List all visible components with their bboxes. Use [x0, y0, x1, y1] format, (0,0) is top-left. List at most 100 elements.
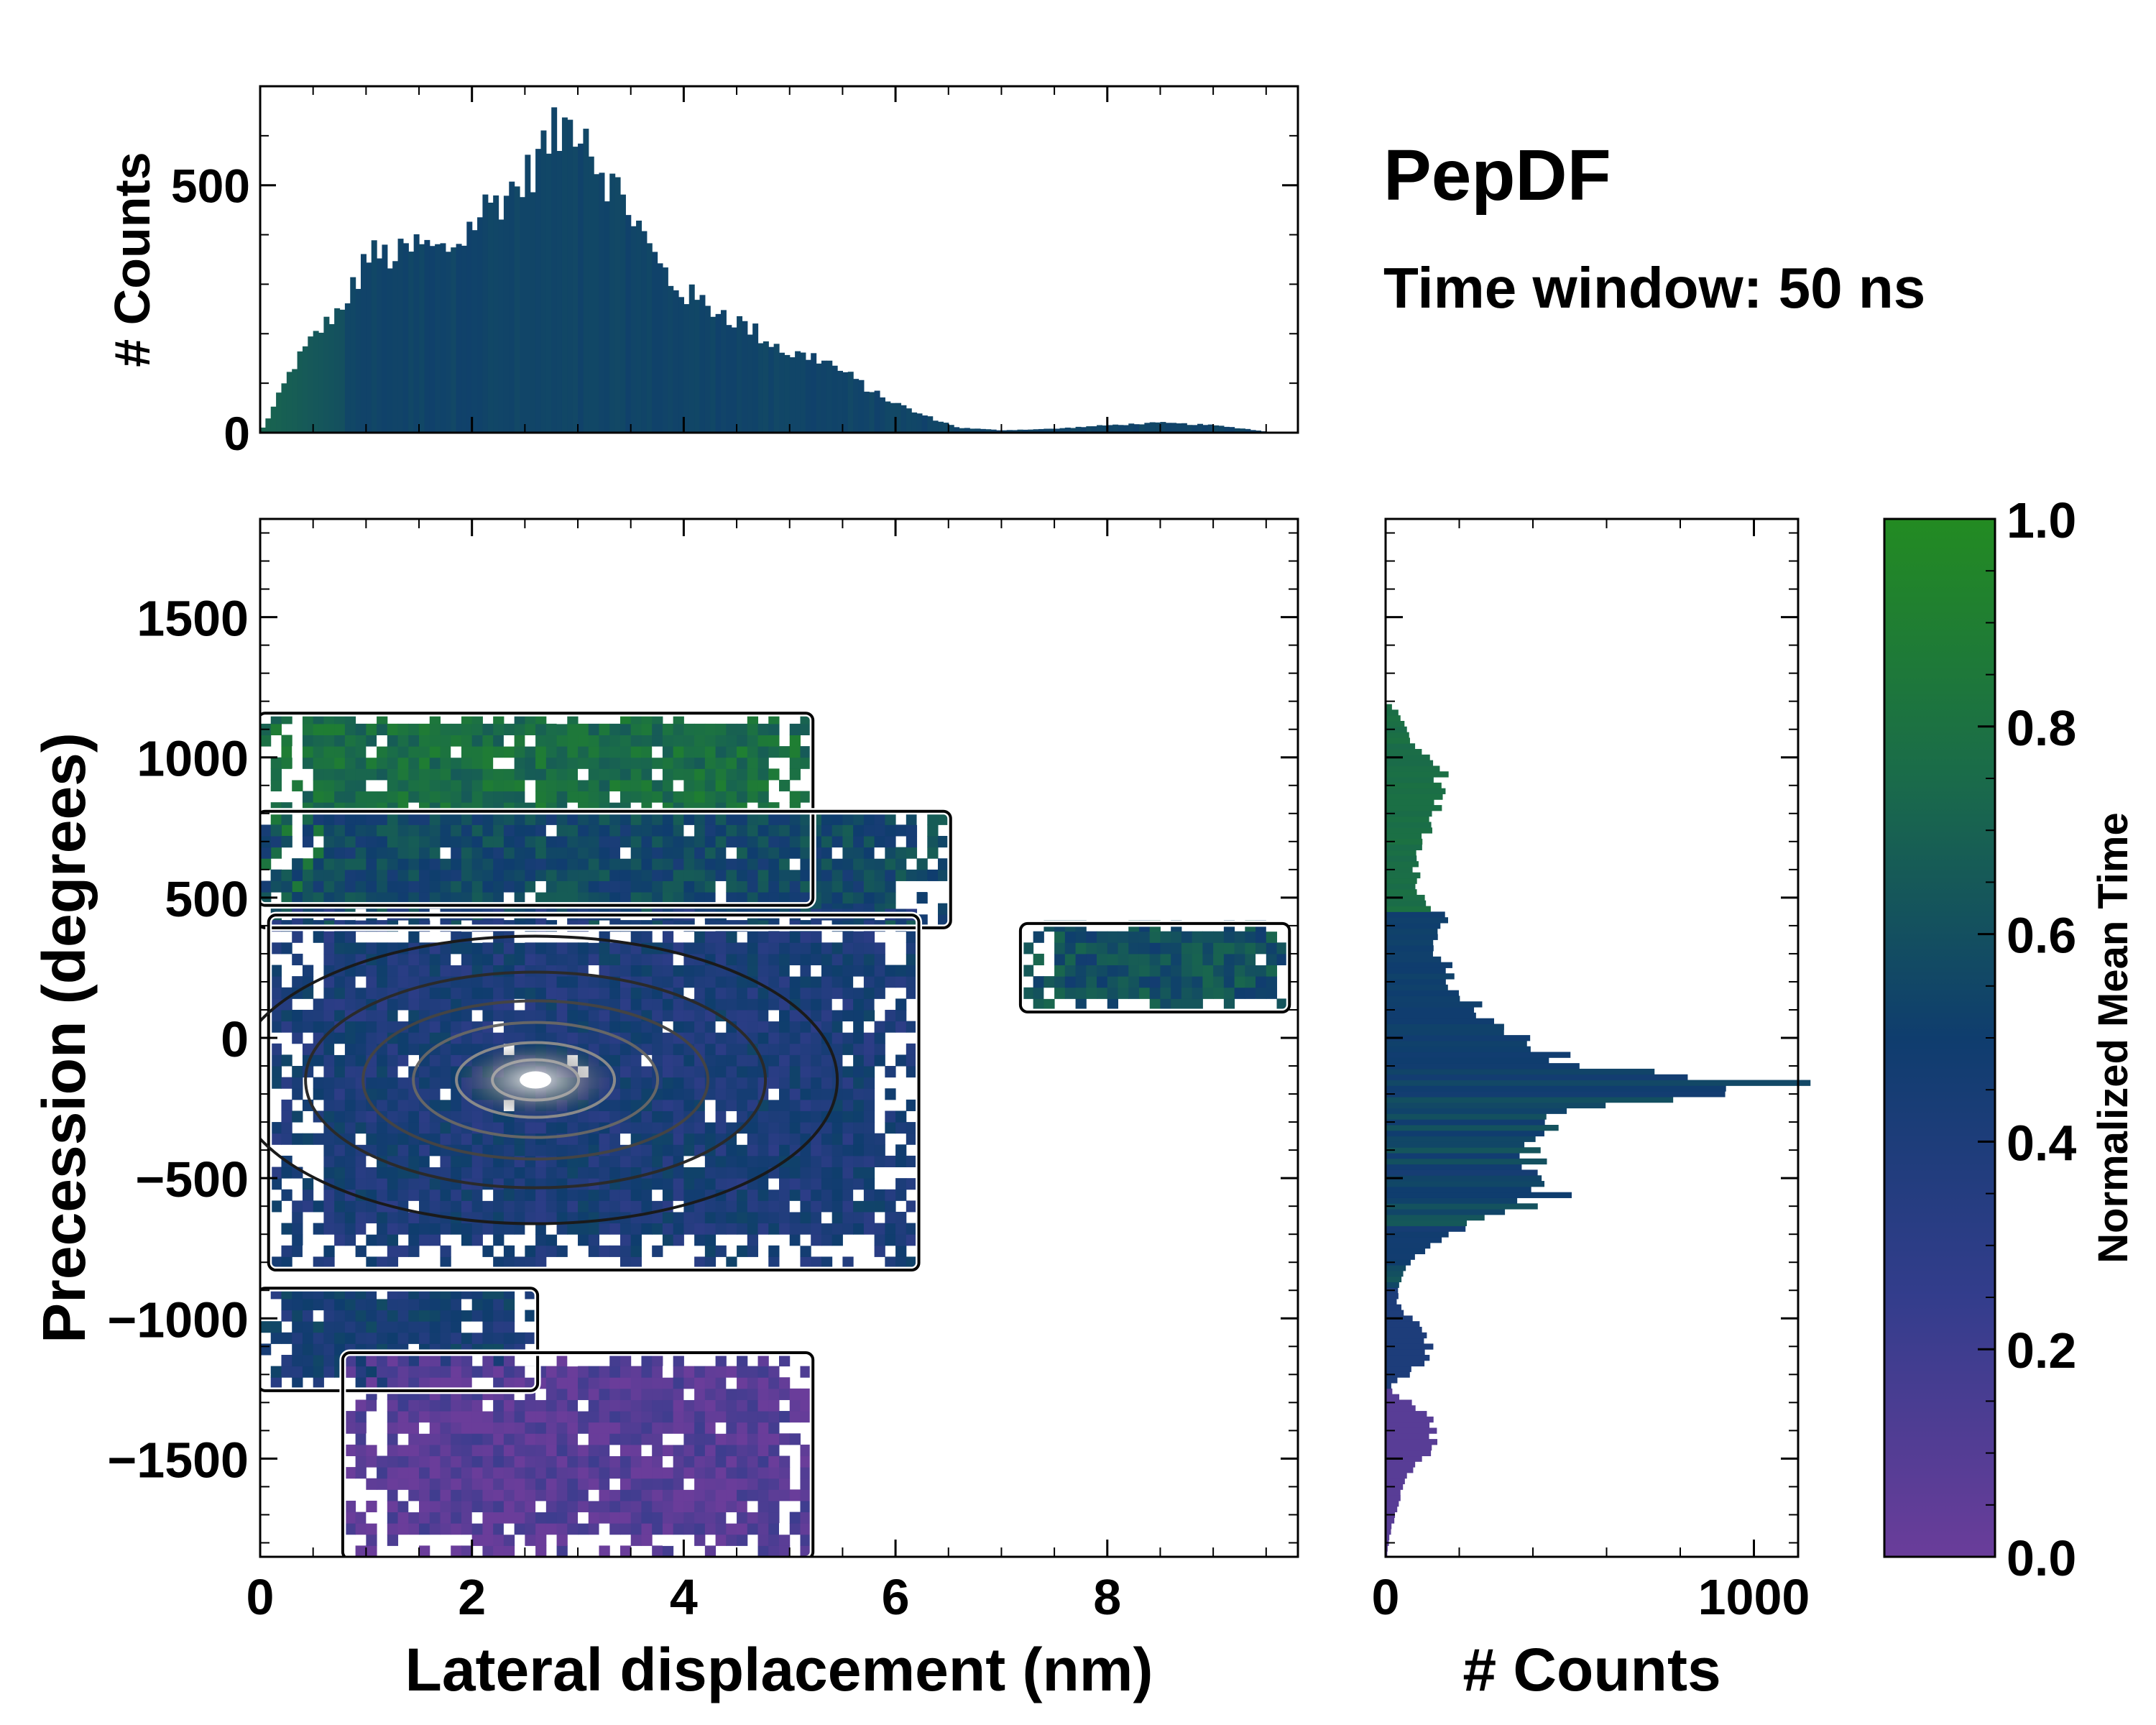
- heatmap-cell: [471, 1110, 483, 1123]
- heatmap-cell: [757, 1545, 769, 1557]
- heatmap-cell: [419, 1032, 430, 1044]
- heatmap-cell: [874, 858, 885, 870]
- heatmap-cell: [440, 1512, 451, 1524]
- heatmap-cell: [482, 1399, 494, 1412]
- heatmap-cell: [302, 892, 314, 904]
- heatmap-cell: [1128, 965, 1140, 977]
- heatmap-cell: [302, 987, 314, 999]
- heatmap-cell: [1128, 942, 1140, 954]
- heatmap-cell: [451, 836, 462, 848]
- heatmap-cell: [652, 1178, 663, 1190]
- heatmap-cell: [863, 1077, 875, 1089]
- heatmap-cell: [1033, 987, 1044, 999]
- heatmap-cell: [842, 942, 854, 954]
- heatmap-cell: [588, 892, 600, 904]
- heatmap-cell: [429, 1144, 441, 1156]
- heatmap-cell: [757, 892, 769, 904]
- heatmap-cell: [482, 1545, 494, 1557]
- heatmap-cell: [906, 1099, 918, 1111]
- heatmap-cell: [757, 869, 769, 881]
- heatmap-cell: [451, 1099, 462, 1111]
- right-histogram-bar: [1386, 1422, 1430, 1428]
- heatmap-cell: [567, 1455, 579, 1468]
- heatmap-cell: [863, 1133, 875, 1145]
- heatmap-cell: [1171, 942, 1182, 954]
- heatmap-cell: [429, 813, 441, 825]
- heatmap-cell: [609, 1388, 621, 1400]
- heatmap-cell: [355, 965, 367, 977]
- heatmap-cell: [831, 953, 843, 966]
- heatmap-cell: [270, 723, 282, 736]
- heatmap-cell: [292, 976, 303, 988]
- heatmap-cell: [683, 1021, 695, 1033]
- heatmap-cell: [493, 858, 505, 870]
- heatmap-cell: [652, 858, 663, 870]
- heatmap-cell: [366, 976, 377, 988]
- heatmap-cell: [545, 965, 558, 977]
- heatmap-cell: [514, 858, 525, 870]
- right-histogram-bar: [1386, 1383, 1391, 1389]
- heatmap-cell: [800, 757, 811, 769]
- heatmap-cell: [578, 824, 589, 837]
- heatmap-cell: [1213, 987, 1225, 999]
- heatmap-cell: [556, 1200, 568, 1213]
- heatmap-cell: [588, 1377, 600, 1389]
- heatmap-cell: [578, 869, 589, 881]
- heatmap-cell: [323, 1298, 335, 1311]
- heatmap-cell: [619, 757, 632, 769]
- heatmap-cell: [556, 880, 568, 893]
- top-histogram-bar: [292, 369, 298, 433]
- heatmap-cell: [355, 1366, 367, 1378]
- heatmap-cell: [377, 1054, 388, 1067]
- right-histogram-bar: [1386, 771, 1449, 778]
- heatmap-cell: [503, 976, 515, 988]
- heatmap-cell: [726, 1167, 737, 1179]
- heatmap-cell: [377, 1077, 388, 1089]
- heatmap-cell: [704, 1167, 717, 1179]
- heatmap-y-tick-label: 500: [165, 871, 249, 927]
- heatmap-cell: [619, 1433, 632, 1445]
- heatmap-cell: [270, 1133, 282, 1145]
- heatmap-cell: [440, 987, 451, 999]
- right-histogram-bar: [1386, 1270, 1404, 1277]
- heatmap-cell: [662, 723, 674, 736]
- heatmap-cell: [525, 1512, 536, 1524]
- heatmap-cell: [461, 1399, 473, 1412]
- top-histogram-bar: [773, 344, 780, 433]
- heatmap-cell: [578, 1167, 589, 1179]
- heatmap-cell: [503, 1366, 515, 1378]
- heatmap-cell: [694, 1234, 706, 1246]
- heatmap-cell: [853, 1043, 865, 1055]
- heatmap-cell: [334, 1155, 346, 1168]
- heatmap-cell: [366, 746, 377, 758]
- heatmap-cell: [789, 1021, 801, 1033]
- heatmap-cell: [609, 1478, 621, 1490]
- heatmap-cell: [619, 1256, 632, 1269]
- heatmap-cell: [556, 1534, 568, 1546]
- heatmap-cell: [302, 735, 314, 747]
- heatmap-cell: [599, 746, 610, 758]
- heatmap-cell: [451, 1478, 462, 1490]
- heatmap-cell: [535, 1455, 547, 1468]
- heatmap-cell: [641, 987, 653, 999]
- heatmap-cell: [662, 1399, 674, 1412]
- heatmap-cell: [323, 1144, 335, 1156]
- heatmap-cell: [471, 1155, 483, 1168]
- heatmap-cell: [377, 1066, 388, 1078]
- heatmap-cell: [355, 976, 367, 988]
- heatmap-cell: [493, 735, 505, 747]
- heatmap-cell: [737, 1411, 748, 1423]
- heatmap-cell: [704, 1411, 717, 1423]
- heatmap-cell: [821, 1223, 833, 1235]
- heatmap-cell: [429, 1332, 441, 1344]
- heatmap-cell: [397, 1054, 409, 1067]
- heatmap-cell: [789, 931, 801, 943]
- heatmap-cell: [503, 1310, 515, 1322]
- heatmap-cell: [260, 858, 272, 870]
- heatmap-cell: [853, 813, 865, 825]
- heatmap-cell: [461, 1545, 473, 1557]
- heatmap-cell: [545, 1523, 558, 1535]
- heatmap-cell: [313, 858, 324, 870]
- heatmap-cell: [344, 1411, 356, 1423]
- heatmap-cell: [419, 1467, 430, 1479]
